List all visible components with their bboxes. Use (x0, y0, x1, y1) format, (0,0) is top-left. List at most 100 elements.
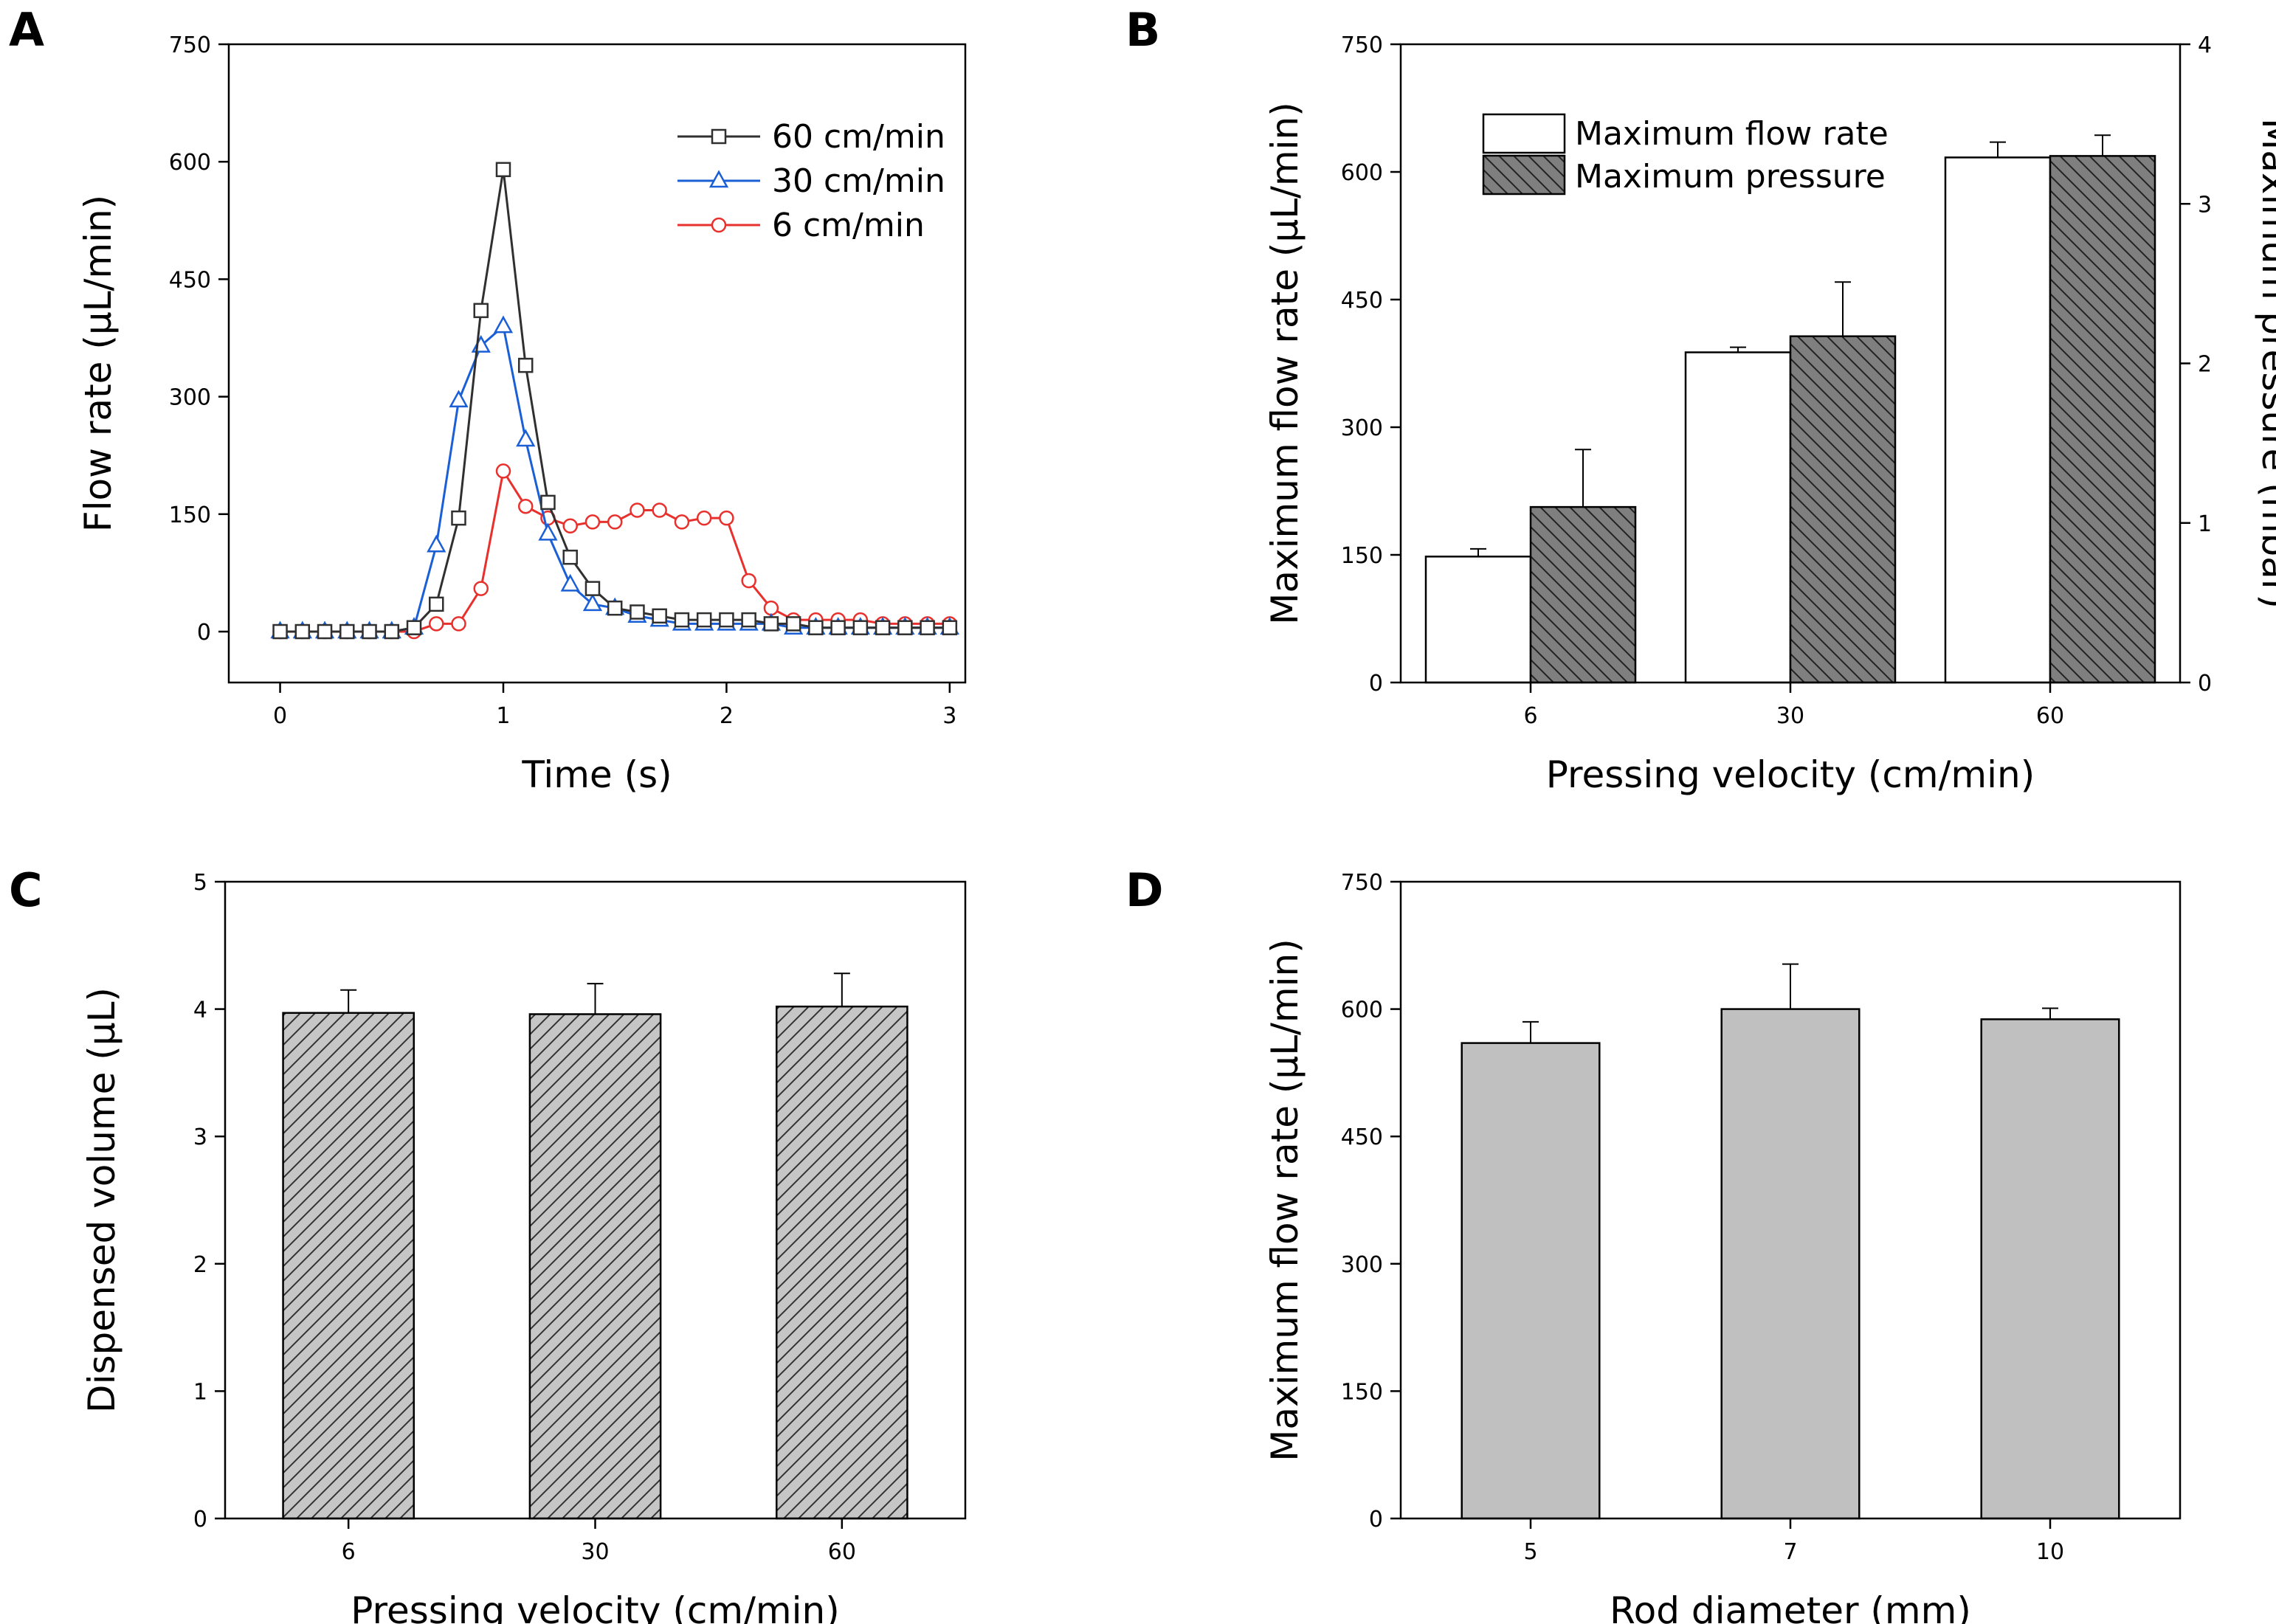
panel-d-y-tick-label: 150 (1341, 1379, 1383, 1405)
panel-a-data-point (630, 604, 645, 620)
panel-a-data-point (406, 620, 422, 635)
panel-a-legend-label: 30 cm/min (772, 162, 945, 200)
panel-a-data-point (630, 502, 645, 518)
panel-a-data-point (451, 616, 466, 632)
panel-b-bar-chart: 0 150 300 450 600 750 0 1 2 3 4 6 30 60 Maximum flow r… (1263, 32, 2276, 796)
panel-a-data-point (942, 620, 958, 635)
panel-b-y2-tick-label: 1 (2198, 511, 2212, 537)
panel-a-x-tick-label: 1 (496, 703, 510, 729)
panel-d-y-tick-label: 300 (1341, 1252, 1383, 1278)
panel-a-data-point (516, 429, 536, 447)
panel-c-y-axis-title: Dispensed volume (μL) (80, 987, 123, 1413)
panel-a-legend-label: 60 cm/min (772, 118, 945, 156)
panel-a-data-point (493, 315, 514, 334)
panel-a-data-point (897, 620, 913, 635)
panel-a-data-point (696, 612, 712, 628)
panel-a-data-point (763, 600, 779, 616)
panel-a-data-point (495, 162, 511, 178)
panel-letter-a: A (9, 3, 44, 57)
panel-letter-b: B (1125, 3, 1160, 57)
panel-a-data-point (875, 620, 891, 635)
panel-b-y2-tick-label: 3 (2198, 192, 2212, 218)
panel-a-data-point (473, 581, 489, 596)
panel-a-line-chart: 0 150 300 450 600 750 0 1 2 3 Flow rate (μL/min) Ti… (77, 32, 967, 796)
panel-b-legend-swatch-flow-rate (1482, 113, 1566, 154)
panel-a-x-tick-label: 2 (720, 703, 734, 729)
panel-c-bar (528, 1013, 662, 1520)
panel-b-legend-label-pressure: Maximum pressure (1575, 158, 1886, 196)
panel-a-y-tick-label: 150 (169, 502, 211, 528)
panel-c-x-tick-label: 30 (581, 1539, 609, 1565)
panel-b-bar-pressure (1529, 505, 1637, 684)
panel-a-legend-swatch-marker (711, 128, 727, 145)
panel-d-y-tick-label: 600 (1341, 998, 1383, 1023)
panel-c-y-tick-label: 3 (193, 1124, 207, 1150)
panel-a-data-point (785, 616, 801, 632)
panel-b-bar-flow-rate (1424, 556, 1532, 684)
panel-a-data-point (830, 620, 846, 635)
panel-b-bar-flow-rate (1684, 351, 1792, 684)
panel-a-data-point (473, 303, 489, 319)
panel-d-bar-chart: 0 150 300 450 600 750 5 7 10 Maximum flow rate (μ… (1263, 870, 2182, 1624)
panel-c-y-tick-label: 1 (193, 1379, 207, 1405)
panel-d-bar (1461, 1042, 1601, 1520)
panel-c-bar-chart: 0 1 2 3 4 5 6 30 60 Dispensed volume (μL) Pressing… (80, 870, 967, 1624)
panel-a-y-tick-label: 450 (169, 267, 211, 293)
panel-a-series-line-30-cm-min (280, 324, 950, 633)
panel-a-data-point (674, 514, 690, 530)
panel-a-plot-frame (227, 43, 967, 684)
panel-a-data-point (449, 390, 469, 408)
panel-a-data-point (763, 616, 779, 632)
panel-d-x-axis-title: Rod diameter (mm) (1610, 1589, 1971, 1624)
panel-a-data-point (674, 612, 690, 628)
panel-c-bar (775, 1005, 908, 1520)
panel-a-data-point (471, 335, 491, 353)
panel-c-y-tick-label: 4 (193, 998, 207, 1023)
panel-b-y2-axis-title: Maximum pressure (mbar) (2254, 118, 2276, 609)
panel-b-legend-swatch-pressure (1482, 154, 1566, 196)
panel-a-data-point (920, 620, 935, 635)
panel-a-data-point (517, 357, 534, 373)
panel-d-x-tick-label: 10 (2036, 1539, 2064, 1565)
panel-a-data-point (808, 620, 824, 635)
panel-a-data-point (272, 623, 288, 640)
panel-a-data-point (538, 522, 558, 541)
panel-c-y-tick-label: 2 (193, 1252, 207, 1278)
panel-a-data-point (562, 518, 578, 533)
panel-a-data-point (384, 623, 400, 640)
panel-a-data-point (451, 510, 466, 526)
panel-a-x-tick-label: 3 (942, 703, 956, 729)
panel-c-bar (282, 1012, 415, 1520)
panel-a-y-tick-label: 600 (169, 150, 211, 176)
panel-a-legend-swatch-marker (708, 170, 729, 188)
panel-b-x-tick-label: 60 (2036, 703, 2064, 729)
panel-a-data-point (317, 623, 333, 640)
panel-b-y2-tick-label: 2 (2198, 352, 2212, 378)
panel-b-plot-frame (1399, 43, 2182, 684)
panel-b-x-tick-label: 30 (1776, 703, 1804, 729)
panel-a-legend-swatch-marker (711, 217, 727, 233)
panel-a-data-point (560, 573, 580, 592)
panel-b-bar-pressure (1789, 335, 1897, 684)
panel-a-data-point (852, 620, 869, 635)
panel-a-x-tick-label: 0 (273, 703, 287, 729)
panel-a-data-point (652, 608, 667, 624)
panel-a-data-point (582, 593, 603, 612)
panel-a-y-tick-label: 300 (169, 385, 211, 411)
panel-a-data-point (719, 612, 734, 628)
panel-a-legend-label: 6 cm/min (772, 207, 925, 244)
panel-a-data-point (741, 612, 756, 628)
panel-b-y2-tick-label: 4 (2198, 32, 2212, 58)
panel-a-y-tick-label: 0 (197, 620, 211, 646)
panel-a-data-point (540, 494, 556, 511)
panel-b-y-tick-label: 600 (1341, 160, 1383, 186)
panel-a-data-point (495, 463, 511, 479)
panel-a-data-point (741, 573, 756, 589)
panel-d-bar (1720, 1008, 1861, 1520)
panel-c-x-tick-label: 60 (828, 1539, 856, 1565)
panel-a-data-point (362, 623, 377, 640)
panel-b-y-axis-title: Maximum flow rate (μL/min) (1263, 102, 1306, 624)
panel-a-data-point (562, 549, 578, 565)
panel-a-data-point (652, 502, 667, 518)
